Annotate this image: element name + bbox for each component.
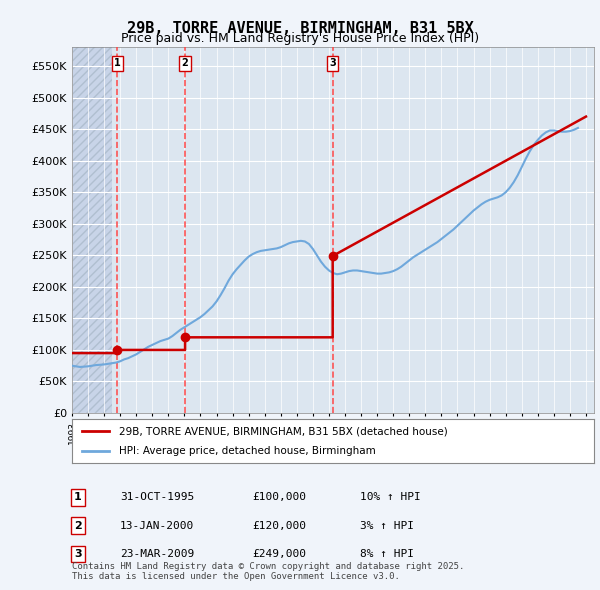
Text: Contains HM Land Registry data © Crown copyright and database right 2025.
This d: Contains HM Land Registry data © Crown c… — [72, 562, 464, 581]
Text: 8% ↑ HPI: 8% ↑ HPI — [360, 549, 414, 559]
Text: 13-JAN-2000: 13-JAN-2000 — [120, 521, 194, 530]
Text: 1: 1 — [114, 58, 121, 68]
Text: 10% ↑ HPI: 10% ↑ HPI — [360, 493, 421, 502]
Text: 2: 2 — [182, 58, 188, 68]
Text: 3: 3 — [74, 549, 82, 559]
Text: 3% ↑ HPI: 3% ↑ HPI — [360, 521, 414, 530]
Text: 1: 1 — [74, 493, 82, 502]
Text: 29B, TORRE AVENUE, BIRMINGHAM, B31 5BX (detached house): 29B, TORRE AVENUE, BIRMINGHAM, B31 5BX (… — [119, 427, 448, 436]
Bar — [72, 47, 112, 413]
Text: 23-MAR-2009: 23-MAR-2009 — [120, 549, 194, 559]
Text: 31-OCT-1995: 31-OCT-1995 — [120, 493, 194, 502]
Text: Price paid vs. HM Land Registry's House Price Index (HPI): Price paid vs. HM Land Registry's House … — [121, 32, 479, 45]
Text: £120,000: £120,000 — [252, 521, 306, 530]
Text: 2: 2 — [74, 521, 82, 530]
Text: £249,000: £249,000 — [252, 549, 306, 559]
Text: 29B, TORRE AVENUE, BIRMINGHAM, B31 5BX: 29B, TORRE AVENUE, BIRMINGHAM, B31 5BX — [127, 21, 473, 35]
Text: £100,000: £100,000 — [252, 493, 306, 502]
Text: 3: 3 — [329, 58, 336, 68]
Text: HPI: Average price, detached house, Birmingham: HPI: Average price, detached house, Birm… — [119, 446, 376, 455]
